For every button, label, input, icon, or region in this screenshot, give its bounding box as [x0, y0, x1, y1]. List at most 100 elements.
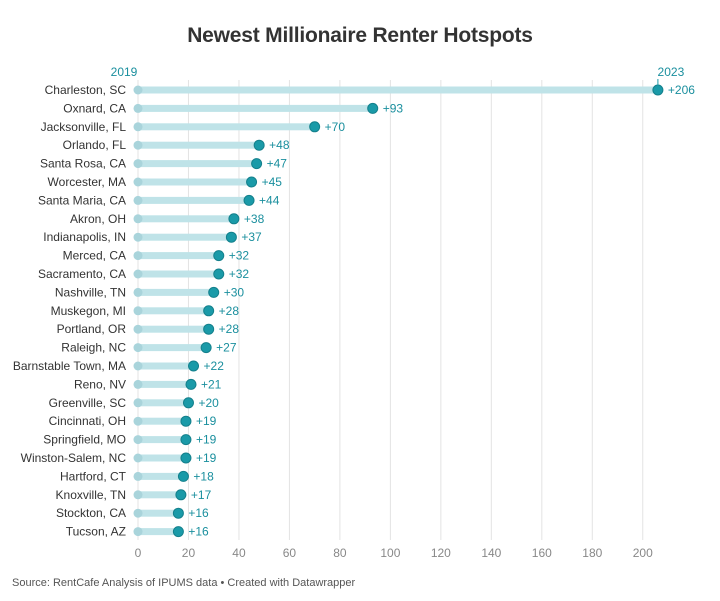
category-label: Sacramento, CA — [38, 267, 126, 281]
data-row: +206 — [133, 83, 695, 97]
range-bar — [138, 307, 209, 315]
end-dot — [367, 102, 379, 114]
range-bar — [138, 344, 207, 352]
data-row: +44 — [133, 193, 280, 207]
end-dot — [185, 378, 197, 390]
category-label: Charleston, SC — [45, 83, 127, 97]
start-dot — [133, 361, 143, 371]
start-dot — [133, 177, 143, 187]
range-bar — [138, 325, 209, 333]
data-row: +45 — [133, 175, 283, 189]
value-label: +206 — [668, 83, 695, 97]
category-label: Cincinnati, OH — [49, 414, 126, 428]
end-dot — [208, 286, 220, 298]
end-dot — [172, 526, 184, 538]
start-dot — [133, 490, 143, 500]
category-label: Reno, NV — [74, 377, 126, 391]
x-tick-label: 120 — [431, 546, 451, 560]
range-bar — [138, 509, 179, 517]
category-label: Oxnard, CA — [63, 101, 126, 115]
start-dot — [133, 508, 143, 518]
data-row: +17 — [133, 488, 212, 502]
category-label: Raleigh, NC — [61, 341, 126, 355]
x-tick-label: 180 — [582, 546, 602, 560]
category-label: Tucson, AZ — [66, 525, 126, 539]
category-label: Springfield, MO — [43, 433, 126, 447]
category-label: Santa Maria, CA — [38, 193, 126, 207]
category-label: Jacksonville, FL — [41, 120, 127, 134]
value-label: +19 — [196, 414, 217, 428]
range-bar — [138, 270, 219, 278]
start-dot — [133, 269, 143, 279]
start-dot — [133, 306, 143, 316]
x-tick-label: 140 — [481, 546, 501, 560]
range-bar — [138, 417, 186, 425]
data-row: +47 — [133, 157, 287, 171]
range-bar — [138, 141, 260, 149]
data-row: +16 — [133, 506, 209, 520]
x-tick-label: 200 — [633, 546, 653, 560]
value-label: +19 — [196, 451, 217, 465]
start-dot — [133, 232, 143, 242]
data-row: +19 — [133, 451, 217, 465]
value-label: +28 — [219, 322, 240, 336]
category-label: Portland, OR — [57, 322, 127, 336]
end-dot — [203, 305, 215, 317]
data-row: +16 — [133, 525, 209, 539]
range-bar — [138, 399, 189, 407]
range-bar — [138, 215, 234, 223]
start-dot — [133, 324, 143, 334]
range-bar — [138, 454, 186, 462]
data-row: +21 — [133, 377, 222, 391]
value-label: +21 — [201, 377, 222, 391]
range-bar — [138, 233, 232, 241]
start-dot — [133, 416, 143, 426]
value-label: +32 — [229, 267, 250, 281]
data-row: +22 — [133, 359, 224, 373]
end-dot — [652, 84, 664, 96]
value-label: +45 — [262, 175, 283, 189]
data-row: +30 — [133, 285, 245, 299]
start-dot — [133, 343, 143, 353]
chart-title: Newest Millionaire Renter Hotspots — [187, 24, 533, 47]
end-dot — [180, 415, 192, 427]
data-row: +19 — [133, 433, 217, 447]
data-row: +19 — [133, 414, 217, 428]
end-dot — [251, 158, 263, 170]
data-row: +37 — [133, 230, 262, 244]
category-label: Nashville, TN — [55, 285, 126, 299]
end-dot — [177, 470, 189, 482]
end-dot — [246, 176, 258, 188]
value-label: +28 — [219, 304, 240, 318]
end-dot — [213, 268, 225, 280]
start-year-label: 2019 — [111, 65, 138, 79]
end-dot — [172, 507, 184, 519]
end-dot — [180, 434, 192, 446]
data-row: +38 — [133, 212, 265, 226]
end-dot — [228, 213, 240, 225]
category-label: Orlando, FL — [63, 138, 127, 152]
value-label: +30 — [224, 285, 245, 299]
end-year-label: 2023 — [658, 65, 685, 79]
category-label: Winston-Salem, NC — [21, 451, 127, 465]
range-bar — [138, 252, 219, 260]
data-row: +70 — [133, 120, 345, 134]
end-dot — [182, 397, 194, 409]
start-dot — [133, 85, 143, 95]
range-bar — [138, 178, 252, 186]
data-row: +32 — [133, 249, 249, 263]
source-note: Source: RentCafe Analysis of IPUMS data … — [12, 577, 356, 589]
start-dot — [133, 527, 143, 537]
x-tick-label: 40 — [232, 546, 246, 560]
range-bar — [138, 472, 184, 480]
end-dot — [243, 194, 255, 206]
x-tick-label: 160 — [532, 546, 552, 560]
range-bar — [138, 288, 214, 296]
category-label: Greenville, SC — [49, 396, 127, 410]
start-dot — [133, 453, 143, 463]
data-row: +48 — [133, 138, 290, 152]
value-label: +20 — [198, 396, 219, 410]
category-label: Santa Rosa, CA — [40, 157, 126, 171]
category-label: Worcester, MA — [48, 175, 126, 189]
